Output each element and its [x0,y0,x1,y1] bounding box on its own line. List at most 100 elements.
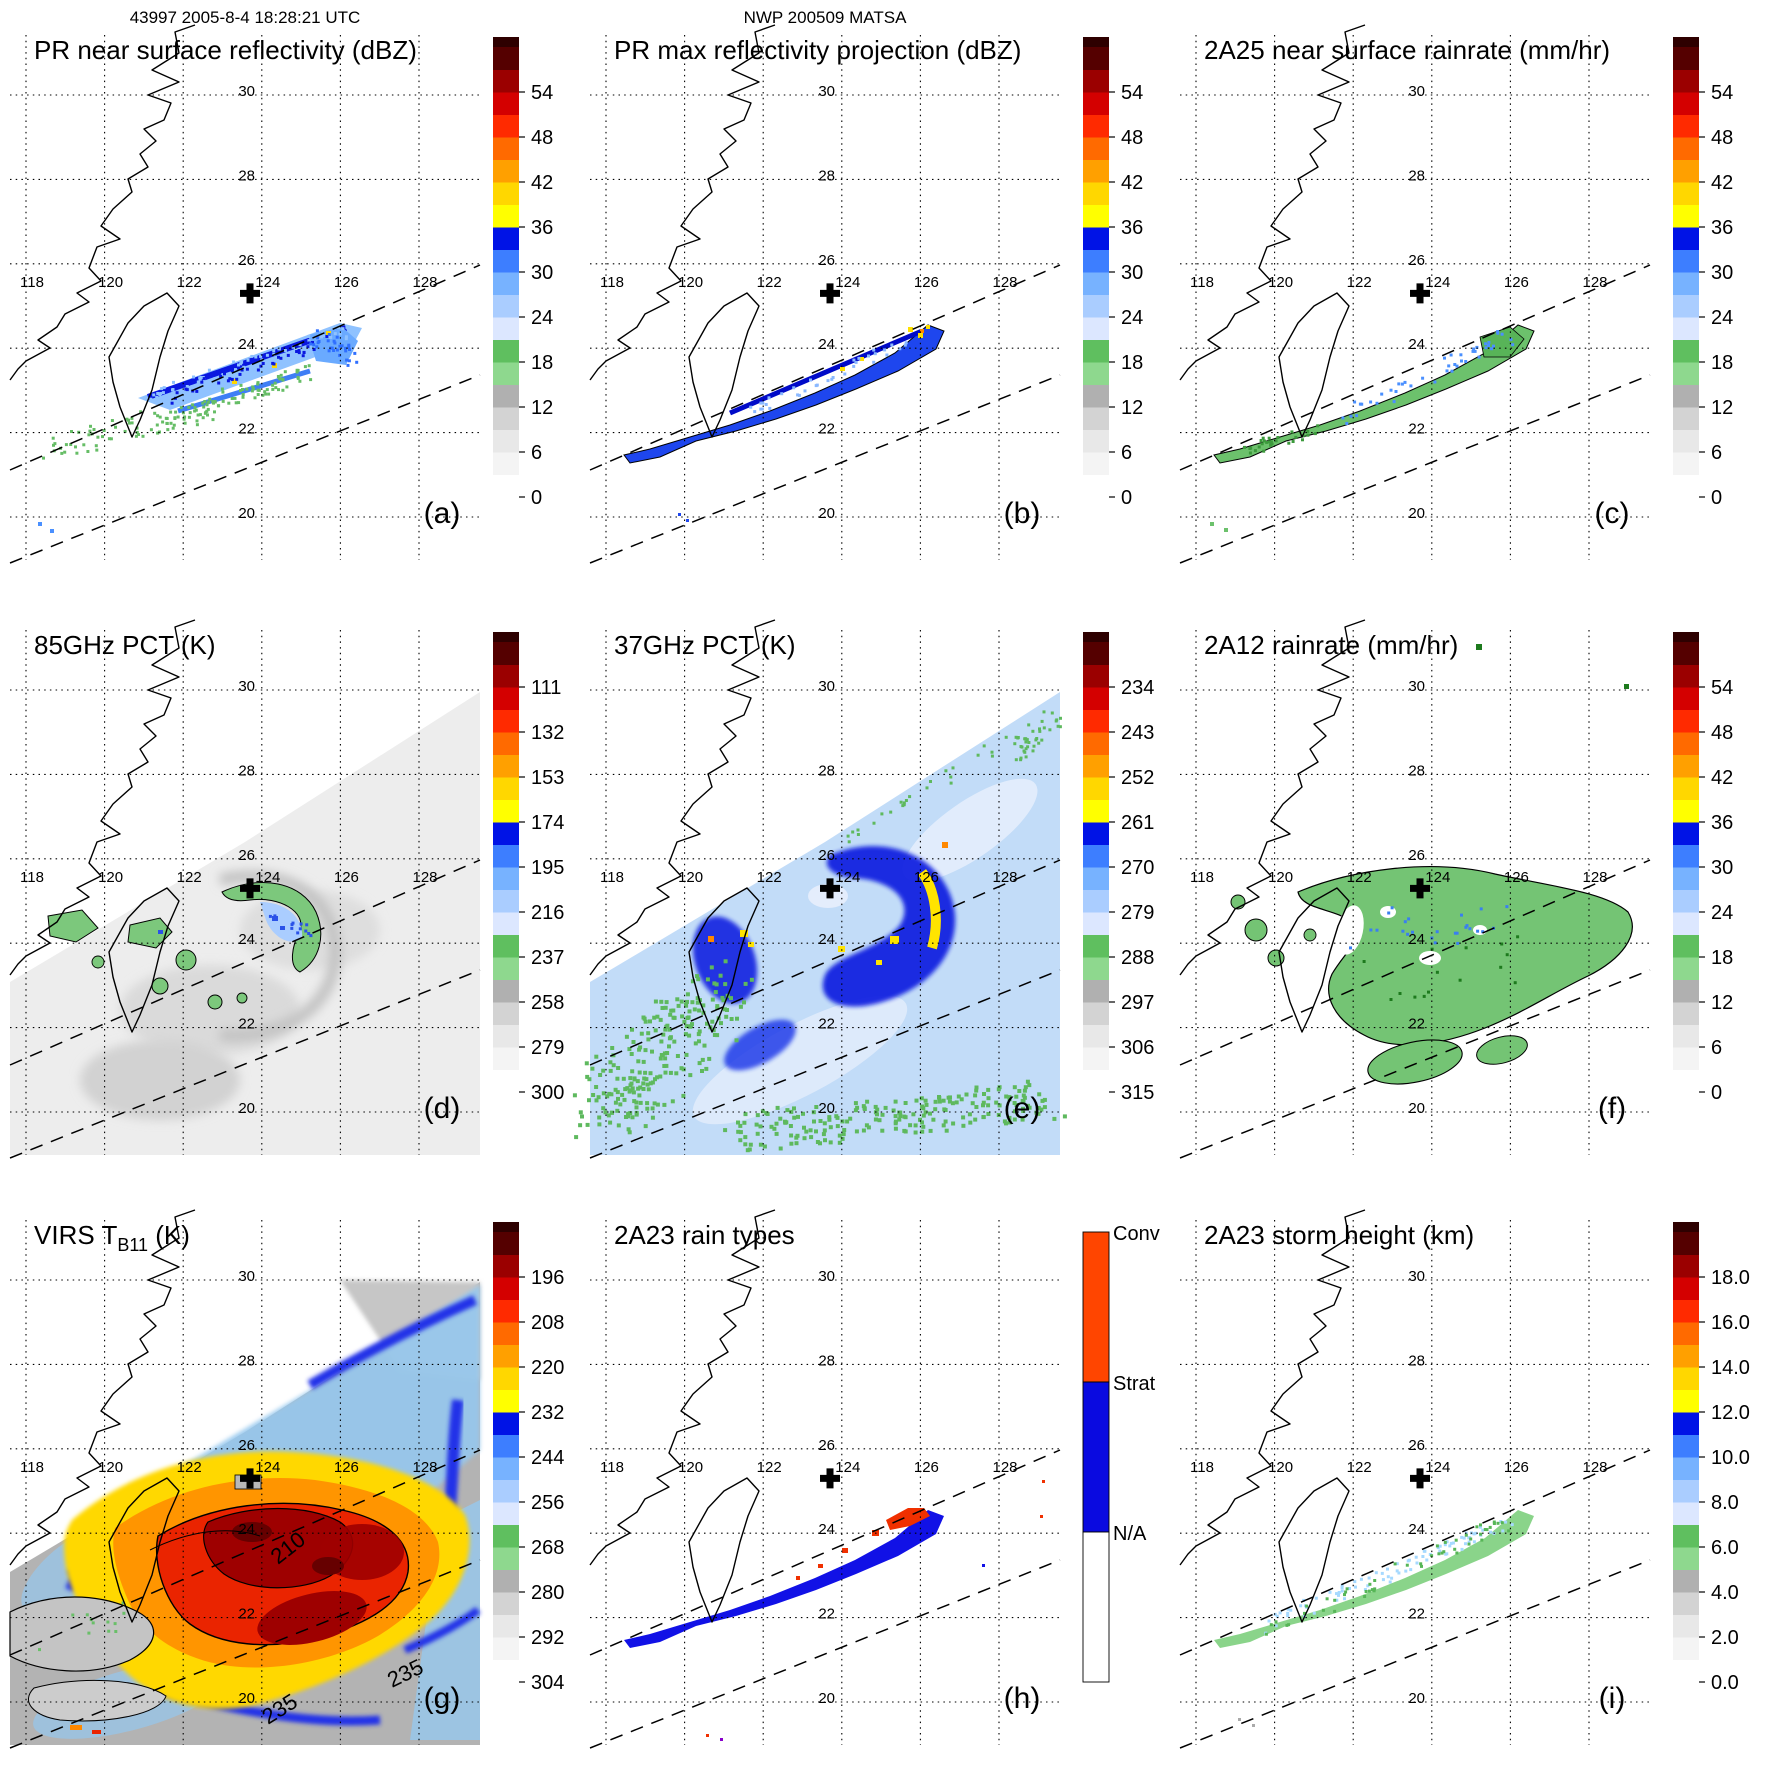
svg-text:126: 126 [1504,274,1529,291]
svg-text:122: 122 [1347,1459,1372,1476]
panel-b-map: PR max reflectivity projection (dBZ) (b)… [589,24,1061,564]
svg-text:297: 297 [1121,992,1154,1014]
svg-text:126: 126 [334,869,359,886]
svg-text:120: 120 [98,869,123,886]
colorbar-svg: Conv Strat N/A [1082,1223,1160,1683]
gridlines [1180,630,1650,1155]
svg-text:280: 280 [531,1582,564,1604]
panel-g-title-subscript: B11 [117,1235,148,1255]
svg-text:120: 120 [98,1459,123,1476]
panel-b-title: PR max reflectivity projection (dBZ) [614,35,1021,65]
svg-text:118: 118 [600,869,624,886]
svg-text:54: 54 [1121,82,1143,104]
svg-text:30: 30 [238,678,255,695]
svg-text:48: 48 [1711,127,1733,149]
svg-text:36: 36 [1121,217,1143,239]
svg-text:20: 20 [1408,1100,1425,1117]
svg-text:252: 252 [1121,767,1154,789]
svg-text:120: 120 [1268,869,1293,886]
svg-text:268: 268 [531,1537,564,1559]
svg-text:120: 120 [1268,274,1293,291]
svg-text:208: 208 [531,1312,564,1334]
svg-text:234: 234 [1121,677,1154,699]
svg-text:132: 132 [531,722,564,744]
svg-text:128: 128 [412,274,437,291]
svg-text:18: 18 [1711,352,1733,374]
svg-text:24: 24 [818,931,835,948]
svg-text:28: 28 [818,167,835,184]
svg-text:118: 118 [1190,274,1214,291]
storm-center-marker [820,283,841,304]
grid-tick-labels: 118 120 122 124 126 128 30 28 26 24 22 20 [600,678,1017,1117]
svg-text:122: 122 [177,274,202,291]
svg-text:288: 288 [1121,947,1154,969]
svg-text:243: 243 [1121,722,1154,744]
coastline-use [589,24,776,438]
svg-text:54: 54 [1711,677,1733,699]
gridlines [10,1220,480,1745]
svg-text:22: 22 [818,1016,835,1033]
storm-center-marker [240,283,261,304]
panel-f-title: 2A12 rainrate (mm/hr) [1204,630,1458,660]
panel-h-title: 2A23 rain types [614,1220,795,1250]
svg-text:Conv: Conv [1113,1223,1160,1245]
colorbar-svg: 300 279 258 237 216 195 174 153 132 111 [493,632,564,1104]
svg-text:122: 122 [177,1459,202,1476]
svg-text:22: 22 [818,421,835,438]
pr-swath-edge-lines [589,1449,1061,1749]
pr-reflectivity-data [38,323,362,533]
svg-text:18: 18 [1711,947,1733,969]
svg-text:6: 6 [531,442,542,464]
svg-text:24: 24 [1408,931,1425,948]
svg-text:270: 270 [1121,857,1154,879]
panel-c-title: 2A25 near surface rainrate (mm/hr) [1204,35,1610,65]
pr-swath-edge-lines [9,264,481,564]
panel-e-letter: (e) [1004,1092,1041,1125]
colorbar-svg: 0 6 12 18 24 30 36 42 48 54 [493,37,553,509]
svg-text:153: 153 [531,767,564,789]
svg-text:120: 120 [678,1459,703,1476]
colorbar-panel-g: 304 292 280 268 256 244 232 220 208 196 [487,1220,595,1750]
svg-text:12: 12 [1711,992,1733,1014]
svg-text:6.0: 6.0 [1711,1537,1739,1559]
svg-text:128: 128 [1582,1459,1607,1476]
svg-text:261: 261 [1121,812,1154,834]
svg-text:300: 300 [531,1082,564,1104]
storm-center-marker [1410,878,1431,899]
svg-text:24: 24 [818,1521,835,1538]
virs-tb11-data: 210 235 235 [9,1280,481,1745]
panel-c-letter: (c) [1595,497,1630,530]
svg-text:128: 128 [412,1459,437,1476]
panel-i-map: 2A23 storm height (km) (i) 118 120 122 124 1… [1179,1209,1651,1749]
svg-text:128: 128 [992,869,1017,886]
svg-text:28: 28 [1408,1352,1425,1369]
storm-center-marker [1410,283,1431,304]
svg-text:124: 124 [835,274,860,291]
svg-text:26: 26 [238,252,255,269]
svg-text:118: 118 [600,1459,624,1476]
svg-text:120: 120 [1268,1459,1293,1476]
svg-text:279: 279 [1121,902,1154,924]
colorbar-panel-c: 0 6 12 18 24 30 36 42 48 54 [1667,35,1771,565]
panel-b-letter: (b) [1004,497,1041,530]
svg-text:6: 6 [1711,442,1722,464]
panel-i-title: 2A23 storm height (km) [1204,1220,1474,1250]
svg-text:128: 128 [412,869,437,886]
svg-text:36: 36 [531,217,553,239]
svg-text:N/A: N/A [1113,1523,1147,1545]
pct37-data [572,692,1067,1155]
colorbar-svg: 0 6 12 18 24 30 36 42 48 54 [1083,37,1143,509]
svg-text:22: 22 [238,1016,255,1033]
svg-text:232: 232 [531,1402,564,1424]
svg-text:54: 54 [531,82,553,104]
pr-swath-edge-lines [589,264,1061,564]
svg-text:120: 120 [98,274,123,291]
gridlines [590,35,1060,560]
svg-text:315: 315 [1121,1082,1154,1104]
svg-text:30: 30 [1711,262,1733,284]
gridlines [1180,35,1650,560]
svg-text:26: 26 [1408,1437,1425,1454]
storm-center-marker [820,878,841,899]
svg-text:128: 128 [1582,274,1607,291]
